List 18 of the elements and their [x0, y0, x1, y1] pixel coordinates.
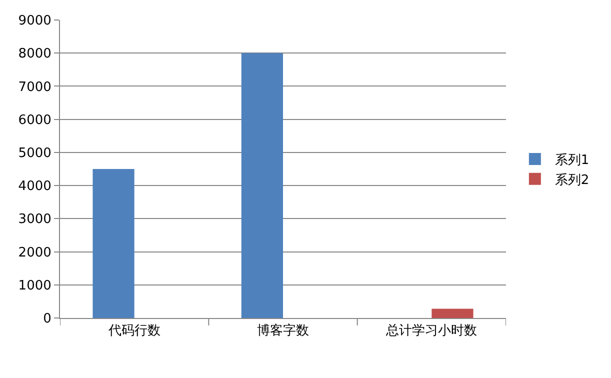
y-tick-label: 7000 [18, 80, 52, 95]
y-tick-label: 3000 [18, 212, 52, 228]
bar [432, 308, 474, 318]
y-tick-label: 5000 [18, 146, 52, 161]
legend-label: 系列2 [554, 172, 590, 188]
y-tick-label: 6000 [18, 112, 52, 128]
y-tick-label: 4000 [18, 179, 52, 194]
y-tick-label: 0 [43, 312, 52, 327]
x-tick-label: 总计学习小时数 [385, 324, 478, 339]
legend-label: 系列1 [554, 153, 590, 168]
x-tick-label: 博客字数 [257, 322, 309, 339]
bar [241, 53, 283, 318]
y-tick-label: 1000 [18, 278, 52, 294]
bar [92, 169, 134, 318]
x-tick-label: 代码行数 [107, 324, 160, 339]
y-tick-label: 9000 [18, 14, 52, 29]
y-tick-label: 8000 [18, 46, 52, 62]
y-tick-label: 2000 [18, 245, 52, 260]
